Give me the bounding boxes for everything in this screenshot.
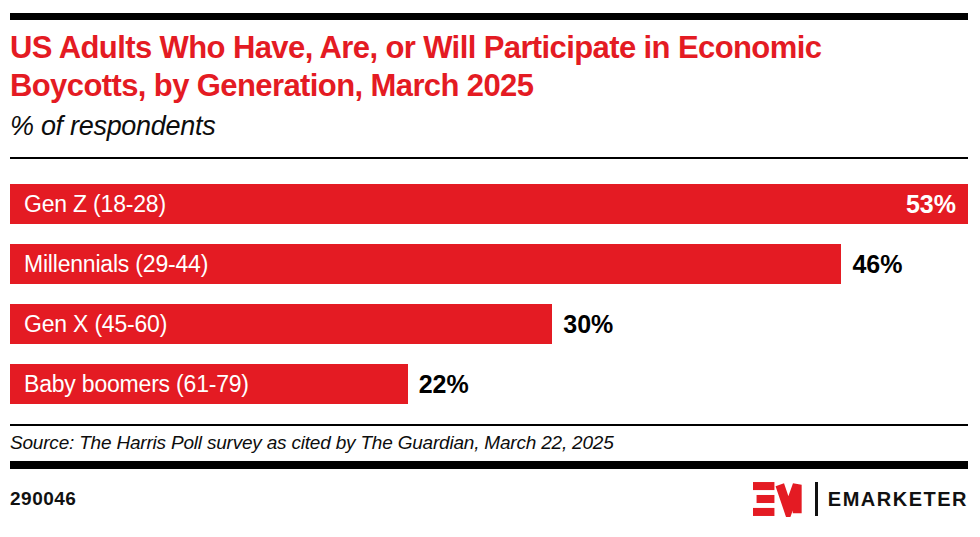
emarketer-monogram-icon xyxy=(753,481,803,517)
bar-value-label: 30% xyxy=(563,310,613,339)
bar: Baby boomers (61-79) xyxy=(10,364,408,404)
bar-row: Baby boomers (61-79) 22% xyxy=(10,364,968,404)
bar-category-label: Gen X (45-60) xyxy=(10,311,167,338)
bar: Millennials (29-44) xyxy=(10,244,841,284)
bar-category-label: Millennials (29-44) xyxy=(10,251,208,278)
bar-category-label: Baby boomers (61-79) xyxy=(10,371,249,398)
bar-value-label: 46% xyxy=(852,250,902,279)
chart-id: 290046 xyxy=(10,488,76,510)
bar-row: Millennials (29-44) 46% xyxy=(10,244,968,284)
bar: Gen Z (18-28) 53% xyxy=(10,184,968,224)
bottom-rule xyxy=(10,461,968,469)
chart-page: US Adults Who Have, Are, or Will Partici… xyxy=(0,0,980,537)
logo-divider xyxy=(815,482,818,516)
chart-title: US Adults Who Have, Are, or Will Partici… xyxy=(10,29,940,105)
footer: 290046 EMARKETER xyxy=(10,469,968,517)
bar-row: Gen Z (18-28) 53% xyxy=(10,184,968,224)
top-rule xyxy=(10,13,968,20)
chart-subtitle: % of respondents xyxy=(10,110,968,142)
brand-wordmark: EMARKETER xyxy=(828,488,968,511)
source-note: Source: The Harris Poll survey as cited … xyxy=(10,432,968,454)
bar-chart: Gen Z (18-28) 53% Millennials (29-44) 46% Ge… xyxy=(10,184,968,404)
divider-under-subtitle xyxy=(10,157,968,159)
emarketer-logo: EMARKETER xyxy=(753,481,968,517)
bar-row: Gen X (45-60) 30% xyxy=(10,304,968,344)
divider-above-source xyxy=(10,424,968,426)
bar-category-label: Gen Z (18-28) xyxy=(10,191,166,218)
bar: Gen X (45-60) xyxy=(10,304,552,344)
bar-value-label: 22% xyxy=(419,370,469,399)
bar-value-label: 53% xyxy=(906,190,968,219)
